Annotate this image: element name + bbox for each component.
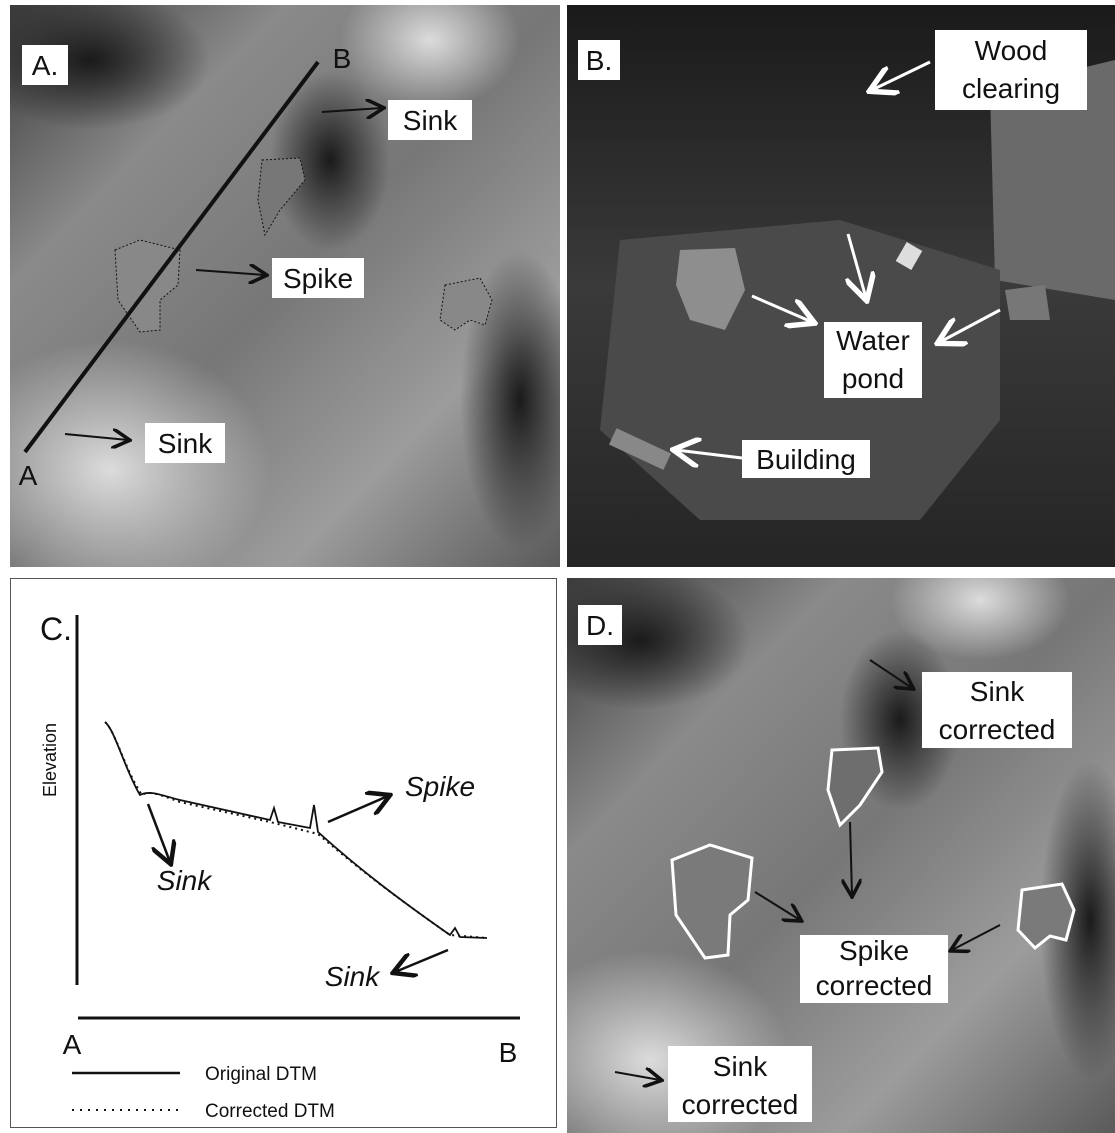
x-end: B [499, 1037, 518, 1068]
spike-outline [440, 278, 492, 330]
annotation: corrected [816, 970, 933, 1001]
panel-a: A. B A Sink Spike Sink [0, 0, 580, 600]
y-axis-label: Elevation [40, 723, 60, 797]
annotation: Wood [975, 35, 1048, 66]
annotation: Sink [157, 865, 213, 896]
legend-entry: Corrected DTM [205, 1101, 335, 1122]
annotation: corrected [682, 1089, 799, 1120]
annotation: pond [842, 363, 904, 394]
panel-d: D. Sink corrected Spike corrected Sink c… [510, 540, 1115, 1133]
annotation: clearing [962, 73, 1060, 104]
annotation: Spike [405, 771, 475, 802]
panel-c: C. Elevation Spike Sink Sink A B Origina… [11, 579, 557, 1128]
panel-b: B. Wood clearing Water pond Building [567, 5, 1115, 567]
profile-end: B [333, 43, 352, 74]
annotation: corrected [939, 714, 1056, 745]
annotation: Spike [839, 935, 909, 966]
annotation: Sink [158, 428, 213, 459]
annotation: Sink [713, 1051, 768, 1082]
annotation: Building [756, 444, 856, 475]
annotation: Sink [403, 105, 458, 136]
panel-label: C. [40, 611, 72, 647]
profile-start: A [19, 460, 38, 491]
shade [530, 570, 750, 710]
annotation: Sink [325, 961, 381, 992]
figure: A. B A Sink Spike Sink B. Wood clearing … [0, 0, 1115, 1133]
annotation: Water [836, 325, 910, 356]
panel-frame [11, 579, 557, 1128]
x-start: A [63, 1029, 82, 1060]
annotation: Spike [283, 263, 353, 294]
legend-entry: Original DTM [205, 1064, 317, 1085]
corrected-outline [1018, 884, 1074, 948]
pond [1005, 285, 1050, 320]
panel-label: B. [586, 45, 612, 76]
panel-label: D. [586, 610, 614, 641]
panel-label: A. [32, 50, 58, 81]
annotation: Sink [970, 676, 1025, 707]
